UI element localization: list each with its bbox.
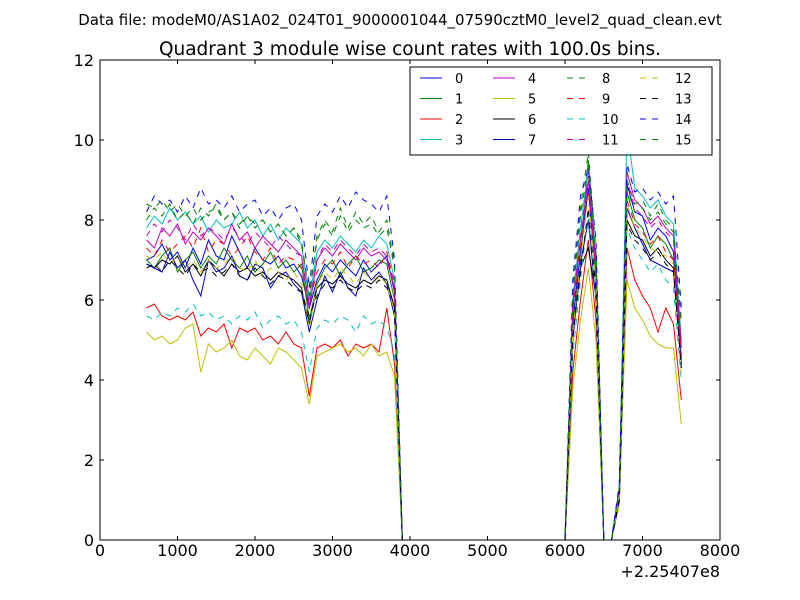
y-tick-label: 12 xyxy=(74,51,94,70)
series-line-14 xyxy=(146,163,682,541)
y-tick-label: 0 xyxy=(84,531,94,550)
x-tick-label: 3000 xyxy=(312,541,353,560)
series-layer xyxy=(146,127,682,541)
legend-label-6: 6 xyxy=(528,113,536,128)
x-tick-label: 5000 xyxy=(467,541,508,560)
x-tick-label: 7000 xyxy=(622,541,663,560)
legend-label-11: 11 xyxy=(602,134,619,149)
y-tick-label: 10 xyxy=(74,131,94,150)
legend-label-0: 0 xyxy=(455,72,463,87)
legend-label-1: 1 xyxy=(455,93,463,108)
legend-label-8: 8 xyxy=(602,72,610,87)
legend-label-15: 15 xyxy=(675,134,692,149)
x-tick-label: 6000 xyxy=(545,541,586,560)
y-tick-label: 4 xyxy=(84,371,94,390)
legend-label-13: 13 xyxy=(675,93,692,108)
series-line-13 xyxy=(146,207,682,541)
y-tick-label: 2 xyxy=(84,451,94,470)
x-tick-label: 8000 xyxy=(700,541,741,560)
x-offset-label: +2.25407e8 xyxy=(620,562,720,581)
series-line-11 xyxy=(146,175,682,541)
legend-label-12: 12 xyxy=(675,72,692,87)
y-tick-label: 6 xyxy=(84,291,94,310)
chart-title: Quadrant 3 module wise count rates with … xyxy=(159,39,661,60)
legend-label-4: 4 xyxy=(528,72,536,87)
series-line-12 xyxy=(146,195,682,541)
legend-label-3: 3 xyxy=(455,134,463,149)
y-tick-label: 8 xyxy=(84,211,94,230)
x-tick-label: 2000 xyxy=(235,541,276,560)
x-tick-label: 4000 xyxy=(390,541,431,560)
x-tick-label: 1000 xyxy=(157,541,198,560)
legend-label-5: 5 xyxy=(528,93,536,108)
legend-label-10: 10 xyxy=(602,113,619,128)
data-file-header: Data file: modeM0/AS1A02_024T01_90000010… xyxy=(78,11,722,30)
legend-box xyxy=(409,66,713,156)
legend-label-9: 9 xyxy=(602,93,610,108)
legend-label-7: 7 xyxy=(528,134,536,149)
tick-layer: 0 1000 2000 3000 4000 5000 6000 7000 80000246810… xyxy=(74,51,741,560)
legend-label-2: 2 xyxy=(455,113,463,128)
x-tick-label: 0 xyxy=(95,541,105,560)
series-line-15 xyxy=(146,163,682,541)
legend-label-14: 14 xyxy=(675,113,692,128)
